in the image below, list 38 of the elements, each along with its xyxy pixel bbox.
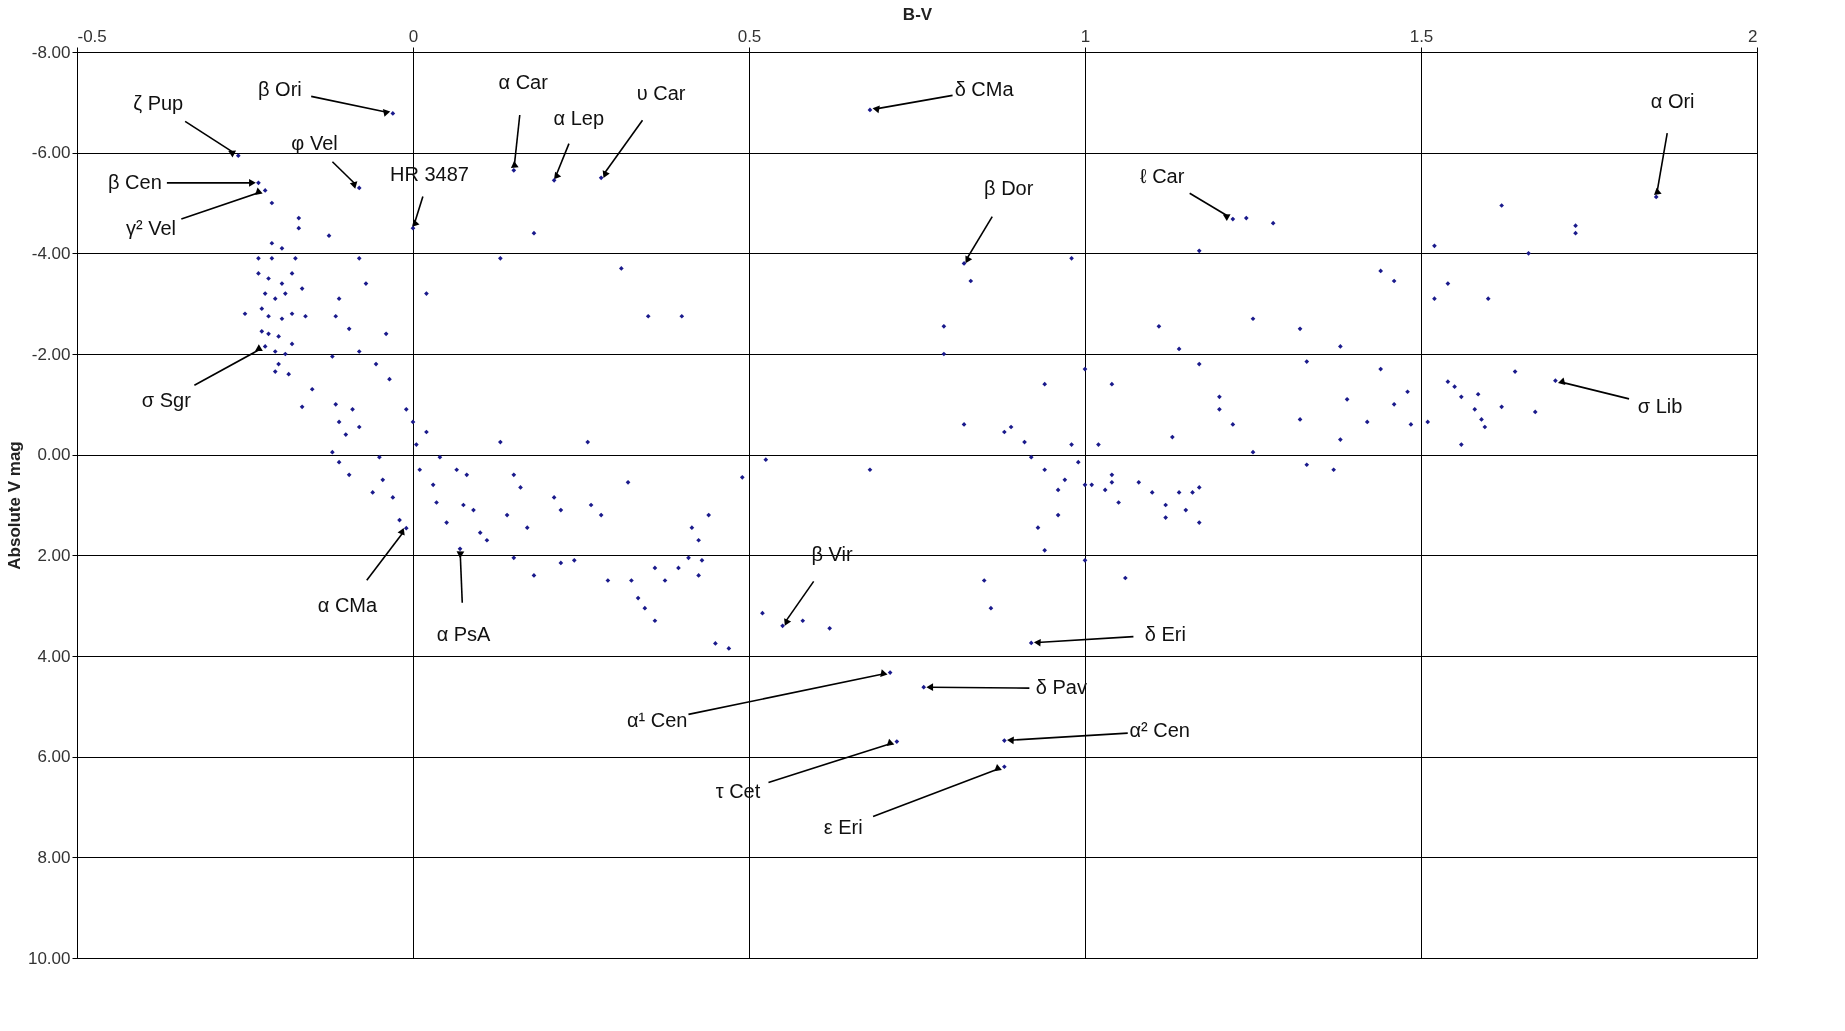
x-tick-label: 0 <box>408 26 419 46</box>
annotation: β Cen <box>108 170 162 193</box>
x-tick-label: 0.5 <box>737 26 762 46</box>
annotation: β Dor <box>984 177 1034 200</box>
annotation: σ Lib <box>1637 394 1683 417</box>
annotation: α Lep <box>553 107 605 130</box>
x-tick-label: 1 <box>1080 26 1091 46</box>
y-tick-label: 10.00 <box>27 948 71 968</box>
y-tick-label: -8.00 <box>31 42 71 62</box>
x-tick-label: 2 <box>1748 26 1758 46</box>
y-tick-label: -2.00 <box>31 344 71 364</box>
annotation: φ Vel <box>291 132 338 155</box>
y-tick-label: 0.00 <box>37 445 71 465</box>
annotation: α² Cen <box>1129 719 1190 742</box>
annotation: ζ Pup <box>133 91 184 114</box>
annotation: υ Car <box>636 82 686 105</box>
annotation: α PsA <box>436 622 492 645</box>
annotation: α Car <box>498 71 549 94</box>
annotation: α¹ Cen <box>626 708 688 731</box>
annotation: α CMa <box>317 593 378 616</box>
y-tick-label: 6.00 <box>37 747 71 767</box>
x-axis-title: B-V <box>902 4 933 24</box>
annotation: ℓ Car <box>1140 164 1185 187</box>
annotation: ε Eri <box>823 815 863 838</box>
y-tick-label: 4.00 <box>37 646 71 666</box>
annotation: β Ori <box>258 77 302 100</box>
y-tick-label: -4.00 <box>31 243 71 263</box>
y-tick-label: 2.00 <box>37 545 71 565</box>
y-tick-label: -6.00 <box>31 143 71 163</box>
x-tick-label: -0.5 <box>77 26 107 46</box>
annotation: α Ori <box>1650 89 1695 112</box>
annotation: δ Eri <box>1144 622 1186 645</box>
x-tick-label: 1.5 <box>1409 26 1434 46</box>
y-tick-label: 8.00 <box>37 847 71 867</box>
y-axis-title: Absolute V mag <box>4 441 24 570</box>
annotation: σ Sgr <box>141 388 192 411</box>
annotation: δ CMa <box>954 77 1015 100</box>
annotation: γ² Vel <box>126 217 177 240</box>
